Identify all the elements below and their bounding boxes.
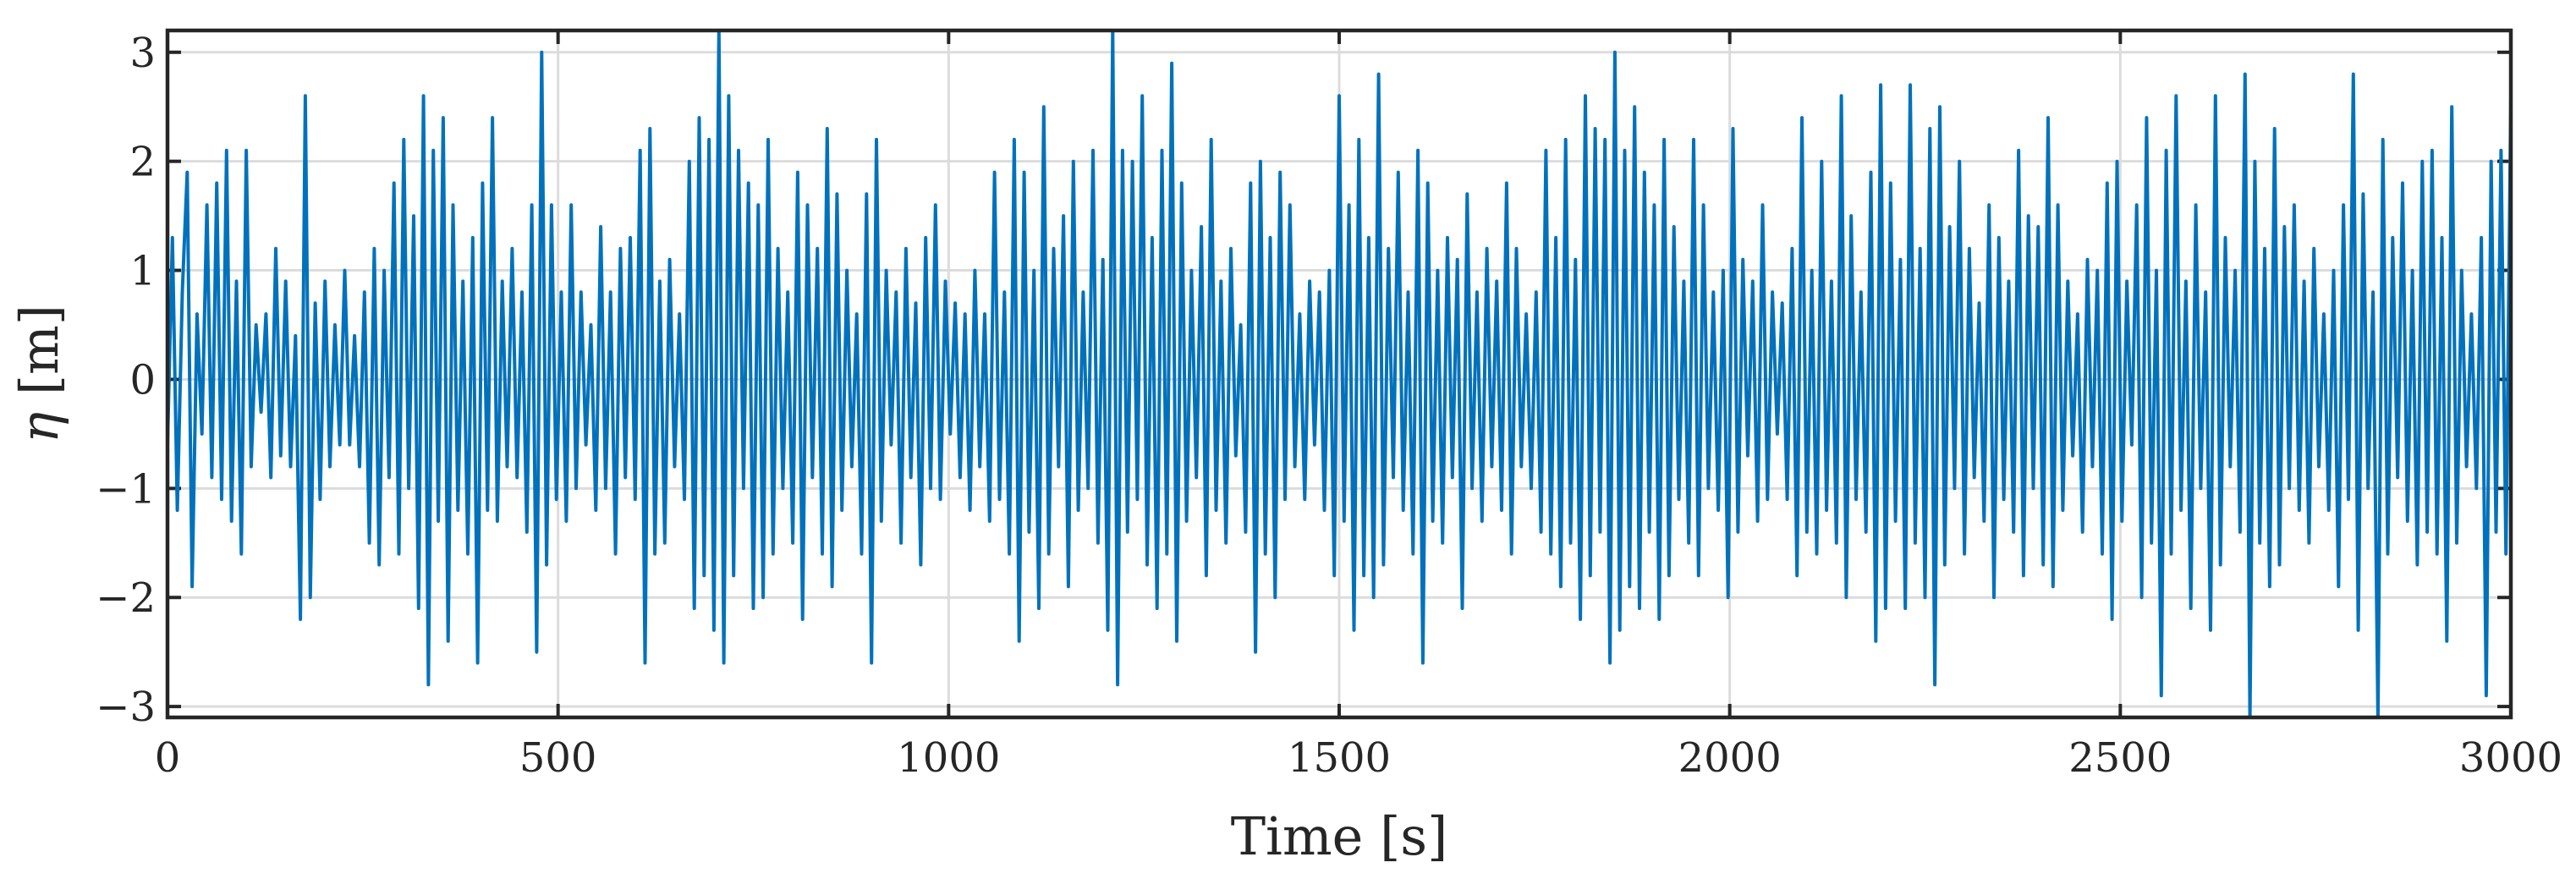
x-tick-label: 500 xyxy=(519,734,597,782)
y-tick-label: 3 xyxy=(129,30,156,77)
x-tick-label: 2000 xyxy=(1678,734,1782,782)
tick-labels: 0 500 1000 1500 2000 2500 3000 3 2 1 0 −1 −2 −3 xyxy=(96,30,2562,782)
y-tick-label: 0 xyxy=(129,356,156,404)
x-tick-label: 0 xyxy=(155,734,181,782)
x-tick-label: 2500 xyxy=(2068,734,2172,782)
y-tick-label: −2 xyxy=(96,574,156,622)
y-axis-symbol: η xyxy=(8,412,70,443)
y-tick-label: −3 xyxy=(96,684,156,731)
y-tick-label: 1 xyxy=(129,248,156,295)
y-tick-label: −1 xyxy=(96,465,156,513)
x-tick-label: 3000 xyxy=(2459,734,2562,782)
y-axis-label: η [m] xyxy=(8,305,70,443)
x-axis-label: Time [s] xyxy=(1231,805,1448,867)
y-tick-label: 2 xyxy=(129,139,156,186)
x-tick-label: 1500 xyxy=(1288,734,1391,782)
plot-area xyxy=(166,29,2513,719)
axes-frame xyxy=(165,28,2513,720)
wave-elevation-series-line xyxy=(166,29,2513,719)
y-axis-unit: [m] xyxy=(8,305,70,412)
x-tick-label: 1000 xyxy=(897,734,1000,782)
